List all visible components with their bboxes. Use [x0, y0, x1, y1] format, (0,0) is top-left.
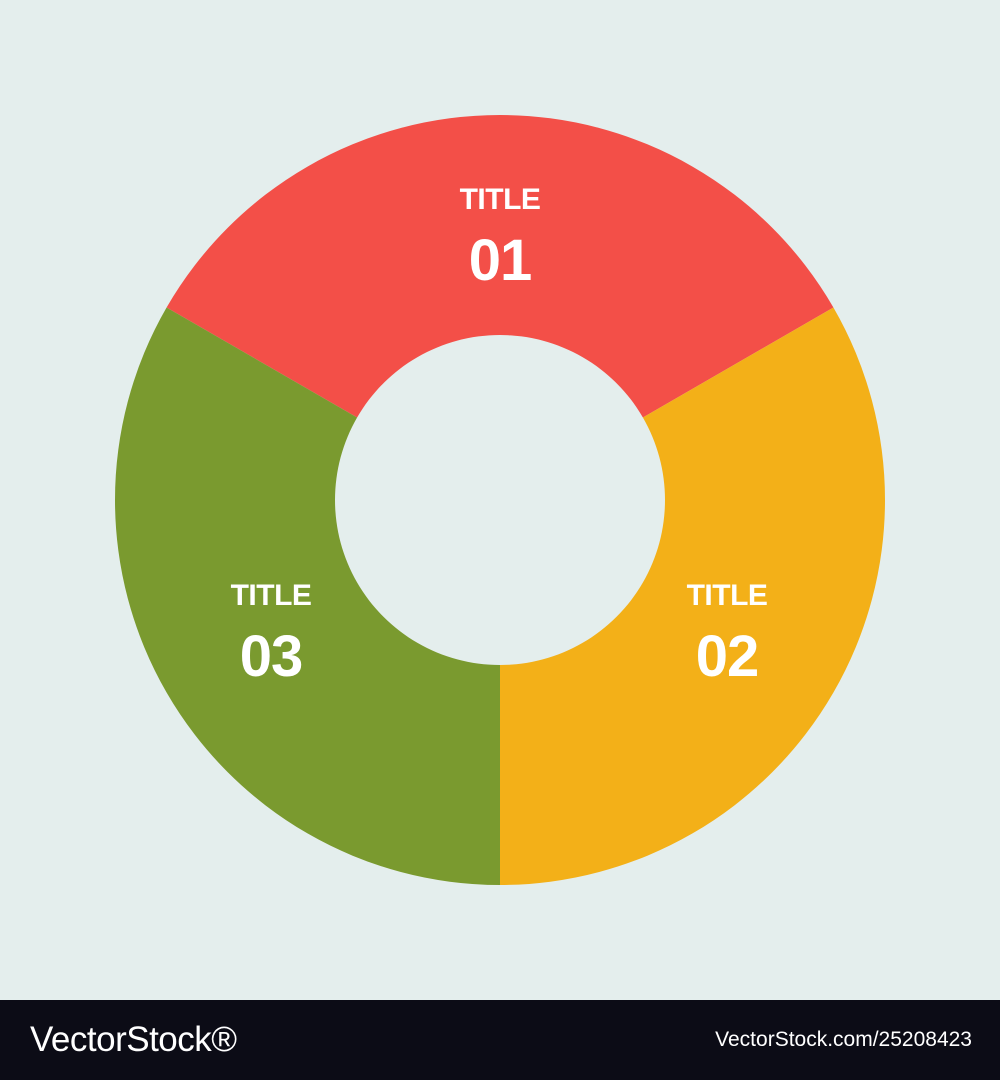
segment-1-title: TITLE [460, 183, 541, 216]
image-id-text: VectorStock.com/25208423 [715, 1028, 972, 1051]
donut-diagram: TITLE 01 TITLE 02 TITLE 03 [114, 114, 886, 885]
segment-1-arc [166, 114, 834, 418]
segment-2: TITLE 02 [500, 307, 886, 885]
infographic-canvas: TITLE 01 TITLE 02 TITLE 03 [114, 114, 886, 885]
segment-2-number: 02 [696, 624, 759, 689]
segment-1-number: 01 [469, 228, 532, 293]
segment-2-title: TITLE [687, 579, 768, 612]
segment-3-arc [114, 307, 500, 885]
watermark-footer: VectorStock® VectorStock.com/25208423 [0, 1000, 1000, 1080]
segment-3-number: 03 [240, 624, 303, 689]
segment-3-title: TITLE [231, 579, 312, 612]
segment-3: TITLE 03 [114, 307, 500, 885]
segment-2-arc [500, 307, 886, 885]
segment-1: TITLE 01 [166, 114, 834, 418]
brand-logo: VectorStock® [30, 1020, 237, 1059]
